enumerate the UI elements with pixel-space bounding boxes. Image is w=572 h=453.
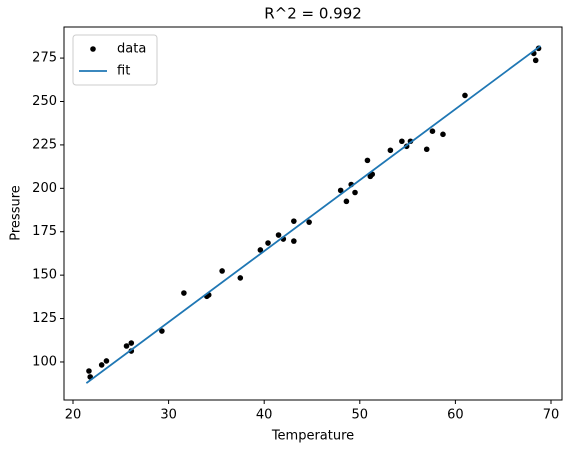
data-point bbox=[181, 290, 187, 296]
x-tick-label: 30 bbox=[160, 408, 177, 423]
data-point bbox=[103, 358, 110, 364]
y-tick-label: 225 bbox=[32, 137, 57, 152]
data-point bbox=[399, 138, 405, 145]
data-point bbox=[291, 238, 297, 244]
data-point bbox=[440, 131, 446, 138]
y-tick-label: 100 bbox=[32, 354, 57, 369]
data-point bbox=[364, 157, 371, 164]
data-point bbox=[343, 198, 350, 205]
data-point bbox=[291, 218, 297, 224]
data-point bbox=[219, 268, 225, 274]
data-point bbox=[337, 187, 344, 194]
legend-label: data bbox=[117, 42, 146, 57]
plot-frame bbox=[63, 26, 563, 401]
data-point bbox=[462, 92, 468, 99]
data-point bbox=[237, 275, 244, 281]
data-point bbox=[128, 340, 135, 346]
data-point bbox=[306, 219, 312, 225]
data-point bbox=[159, 328, 165, 334]
x-tick-label: 70 bbox=[543, 408, 560, 423]
legend-marker bbox=[90, 46, 96, 52]
y-tick-label: 175 bbox=[32, 224, 57, 239]
data-point bbox=[123, 343, 130, 349]
y-tick-label: 275 bbox=[32, 51, 57, 66]
legend-label: fit bbox=[117, 64, 130, 79]
data-point bbox=[429, 128, 436, 134]
data-point bbox=[275, 232, 282, 238]
x-axis-label: Temperature bbox=[271, 429, 354, 444]
x-tick-label: 60 bbox=[447, 408, 464, 423]
data-point bbox=[257, 247, 264, 253]
chart-title: R^2 = 0.992 bbox=[264, 5, 362, 23]
data-point bbox=[532, 57, 539, 64]
data-point bbox=[98, 362, 105, 368]
data-point bbox=[265, 240, 271, 246]
data-point bbox=[423, 146, 430, 153]
x-tick-label: 50 bbox=[352, 408, 369, 423]
x-tick-label: 40 bbox=[256, 408, 273, 423]
x-tick-label: 20 bbox=[65, 408, 82, 423]
data-point bbox=[86, 368, 92, 374]
y-tick-label: 250 bbox=[32, 94, 57, 109]
y-axis-label: Pressure bbox=[9, 185, 24, 241]
data-point bbox=[352, 189, 358, 196]
data-point bbox=[387, 147, 394, 154]
y-tick-label: 200 bbox=[32, 181, 57, 196]
y-tick-label: 150 bbox=[32, 268, 57, 283]
fit-line bbox=[85, 45, 542, 384]
y-tick-label: 125 bbox=[32, 311, 57, 326]
